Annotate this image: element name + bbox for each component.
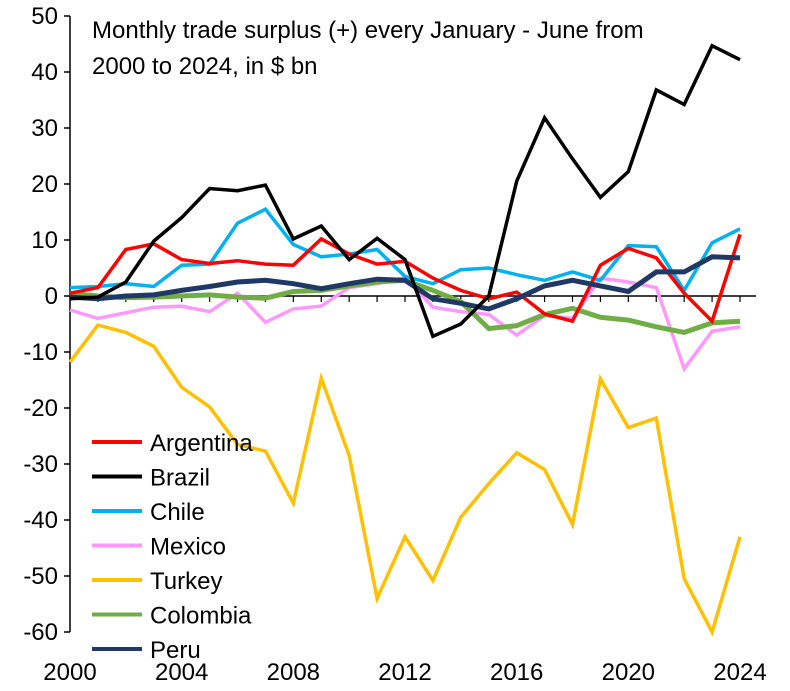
- series-line-brazil: [69, 43, 741, 339]
- series-line-turkey: [68, 323, 742, 637]
- legend-label-chile: Chile: [150, 499, 205, 526]
- legend-label-colombia: Colombia: [150, 603, 252, 630]
- y-tick-label: 30: [31, 115, 58, 142]
- x-tick-label: 2004: [155, 659, 208, 686]
- x-tick-label: 2012: [378, 659, 431, 686]
- y-tick-label: -50: [23, 563, 58, 590]
- y-tick-label: -20: [23, 395, 58, 422]
- legend-label-peru: Peru: [150, 637, 201, 664]
- y-tick-label: 40: [31, 59, 58, 86]
- legend-label-argentina: Argentina: [150, 430, 253, 457]
- series-layer: [68, 43, 742, 637]
- series-line-chile: [69, 206, 741, 294]
- axes-layer: 50 40 30 20 10 0 -10 -20 -30 -40 -50 -60 2000 2004 200…: [23, 3, 766, 686]
- y-tick-label: -40: [23, 507, 58, 534]
- chart-title-line-1: Monthly trade surplus (+) every January …: [92, 17, 644, 44]
- series-line-peru: [69, 254, 741, 312]
- y-tick-label: 0: [45, 283, 58, 310]
- x-tick-label: 2000: [43, 659, 96, 686]
- x-tick-label: 2008: [267, 659, 320, 686]
- x-tick-label: 2016: [490, 659, 543, 686]
- legend-label-turkey: Turkey: [150, 568, 222, 595]
- y-tick-label: -10: [23, 339, 58, 366]
- y-tick-label: 50: [31, 3, 58, 30]
- y-tick-label: 10: [31, 227, 58, 254]
- x-tick-label: 2020: [602, 659, 655, 686]
- legend: Argentina Brazil Chile Mexico Turkey Colombia…: [92, 430, 253, 664]
- x-tick-label: 2024: [713, 659, 766, 686]
- chart-title-line-2: 2000 to 2024, in $ bn: [92, 53, 318, 80]
- legend-label-mexico: Mexico: [150, 534, 226, 561]
- y-tick-label: -30: [23, 451, 58, 478]
- y-tick-label: -60: [23, 619, 58, 646]
- y-tick-label: 20: [31, 171, 58, 198]
- legend-label-brazil: Brazil: [150, 465, 210, 492]
